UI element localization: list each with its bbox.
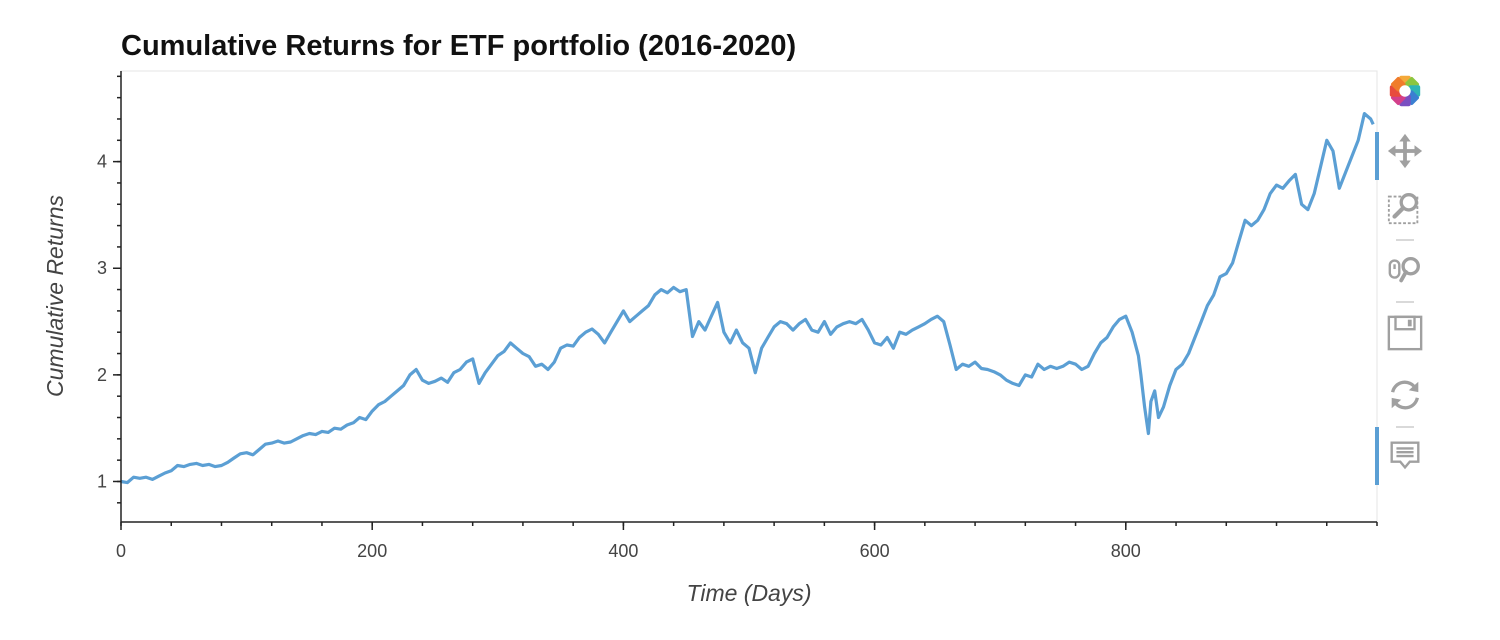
y-tick-label: 2 (97, 365, 107, 385)
toolbar-separator (1396, 301, 1414, 303)
x-tick-label: 800 (1111, 541, 1141, 561)
x-axis-label: Time (Days) (686, 580, 811, 606)
y-tick-label: 1 (97, 471, 107, 491)
wheel-zoom-icon[interactable] (1384, 249, 1426, 291)
active-tool-indicator-pan (1375, 132, 1379, 180)
y-tick-label: 4 (97, 152, 107, 172)
x-tick-label: 200 (357, 541, 387, 561)
y-axis-label: Cumulative Returns (42, 195, 68, 397)
axes: 0 200 400 600 800 1 2 3 4 (97, 71, 1378, 561)
chart-title: Cumulative Returns for ETF portfolio (20… (121, 30, 796, 62)
toolbar-separator (1396, 426, 1414, 428)
plot-area[interactable] (120, 111, 1375, 485)
series-line-0[interactable] (120, 111, 1375, 485)
reset-icon[interactable] (1384, 374, 1426, 416)
box-zoom-icon[interactable] (1384, 187, 1426, 229)
plot-frame (120, 70, 1378, 523)
pan-icon[interactable] (1384, 130, 1426, 172)
x-tick-label: 600 (860, 541, 890, 561)
y-tick-label: 3 (97, 258, 107, 278)
hover-icon[interactable] (1384, 435, 1426, 477)
save-icon[interactable] (1384, 312, 1426, 354)
toolbar (1375, 70, 1430, 490)
x-tick-label: 400 (608, 541, 638, 561)
active-tool-indicator-hover (1375, 427, 1379, 485)
bokeh-logo-icon[interactable] (1384, 70, 1426, 112)
x-tick-label: 0 (116, 541, 126, 561)
toolbar-separator (1396, 239, 1414, 241)
